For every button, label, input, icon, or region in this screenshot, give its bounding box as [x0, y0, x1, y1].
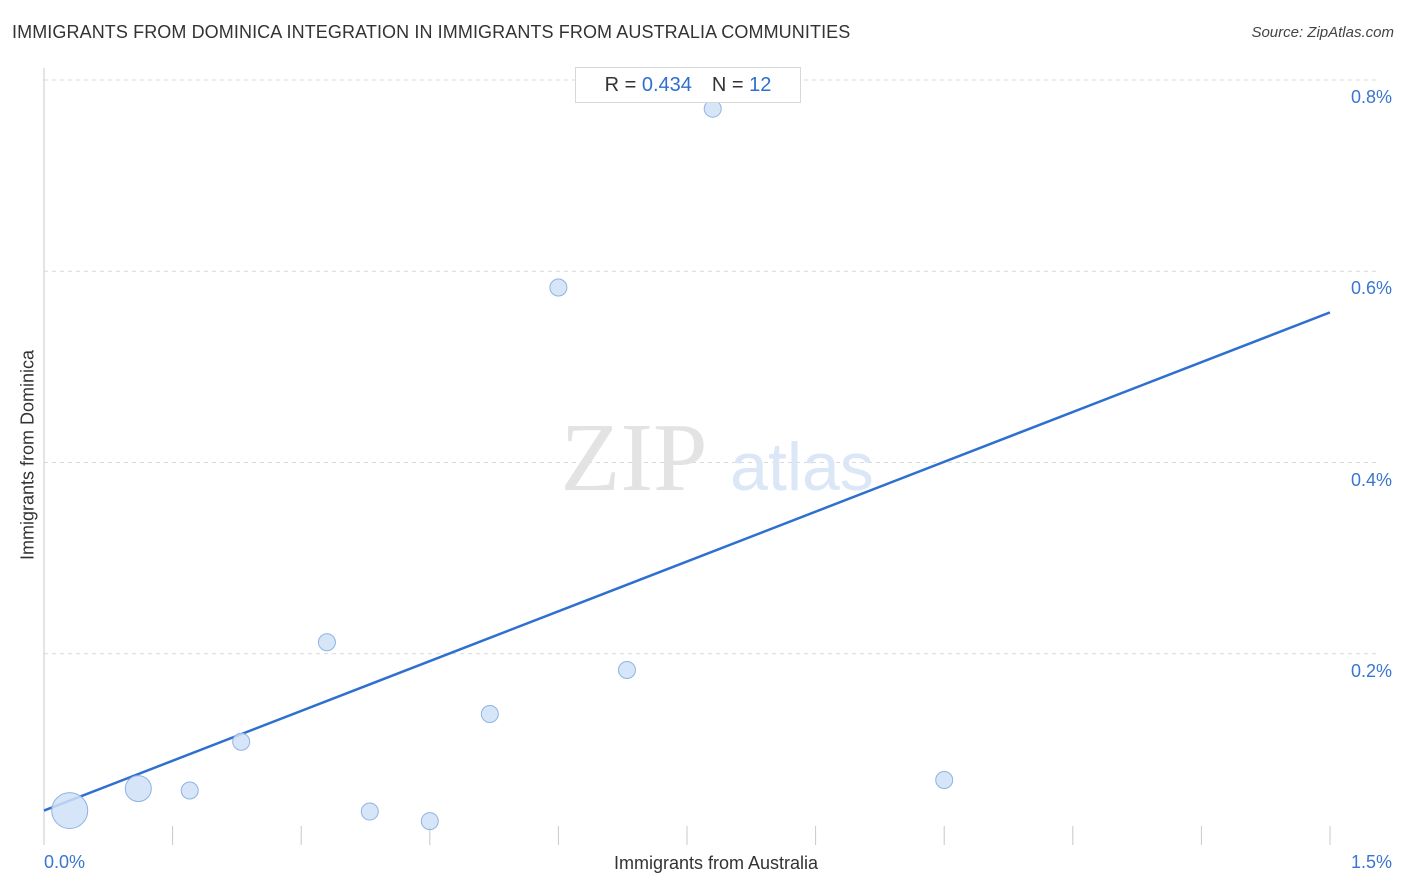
data-point-1[interactable]: [124, 775, 152, 803]
x-tick-label-0: 0.0%: [44, 852, 86, 872]
watermark-zip: ZIP: [561, 404, 708, 512]
data-point-4[interactable]: [317, 633, 336, 652]
data-point-11[interactable]: [935, 770, 954, 789]
n-label: N =: [711, 73, 744, 96]
data-point-3[interactable]: [232, 732, 251, 751]
y-tick-label-0: 0.2%: [1350, 660, 1392, 681]
data-point-2[interactable]: [180, 781, 199, 800]
watermark: ZIP atlas: [561, 404, 874, 512]
y-tick-label-3: 0.8%: [1350, 87, 1392, 107]
trendline-group: [43, 311, 1331, 812]
source-label: Source: ZipAtlas.com: [1251, 24, 1394, 41]
data-point-8[interactable]: [549, 278, 568, 297]
data-point-0[interactable]: [51, 792, 89, 830]
chart-title: IMMIGRANTS FROM DOMINICA INTEGRATION IN …: [12, 22, 851, 42]
grid-lines: [44, 79, 1380, 655]
correlation-stats: R = 0.434 N = 12: [575, 67, 801, 103]
x-axis-label: Immigrants from Australia: [613, 853, 819, 873]
trendline: [43, 311, 1331, 812]
y-axis-label: Immigrants from Dominica: [17, 349, 38, 561]
data-point-7[interactable]: [480, 704, 499, 723]
axes: [43, 68, 1331, 845]
r-value: 0.434: [641, 73, 692, 96]
r-label: R =: [604, 73, 637, 96]
watermark-atlas: atlas: [730, 429, 874, 505]
data-points: [51, 99, 954, 831]
data-point-5[interactable]: [360, 802, 379, 821]
y-tick-label-1: 0.4%: [1350, 469, 1392, 490]
data-point-6[interactable]: [420, 812, 439, 831]
x-tick-label-1: 1.5%: [1350, 852, 1392, 872]
data-point-9[interactable]: [617, 661, 636, 680]
y-tick-label-2: 0.6%: [1350, 278, 1392, 299]
n-value: 12: [749, 73, 772, 96]
